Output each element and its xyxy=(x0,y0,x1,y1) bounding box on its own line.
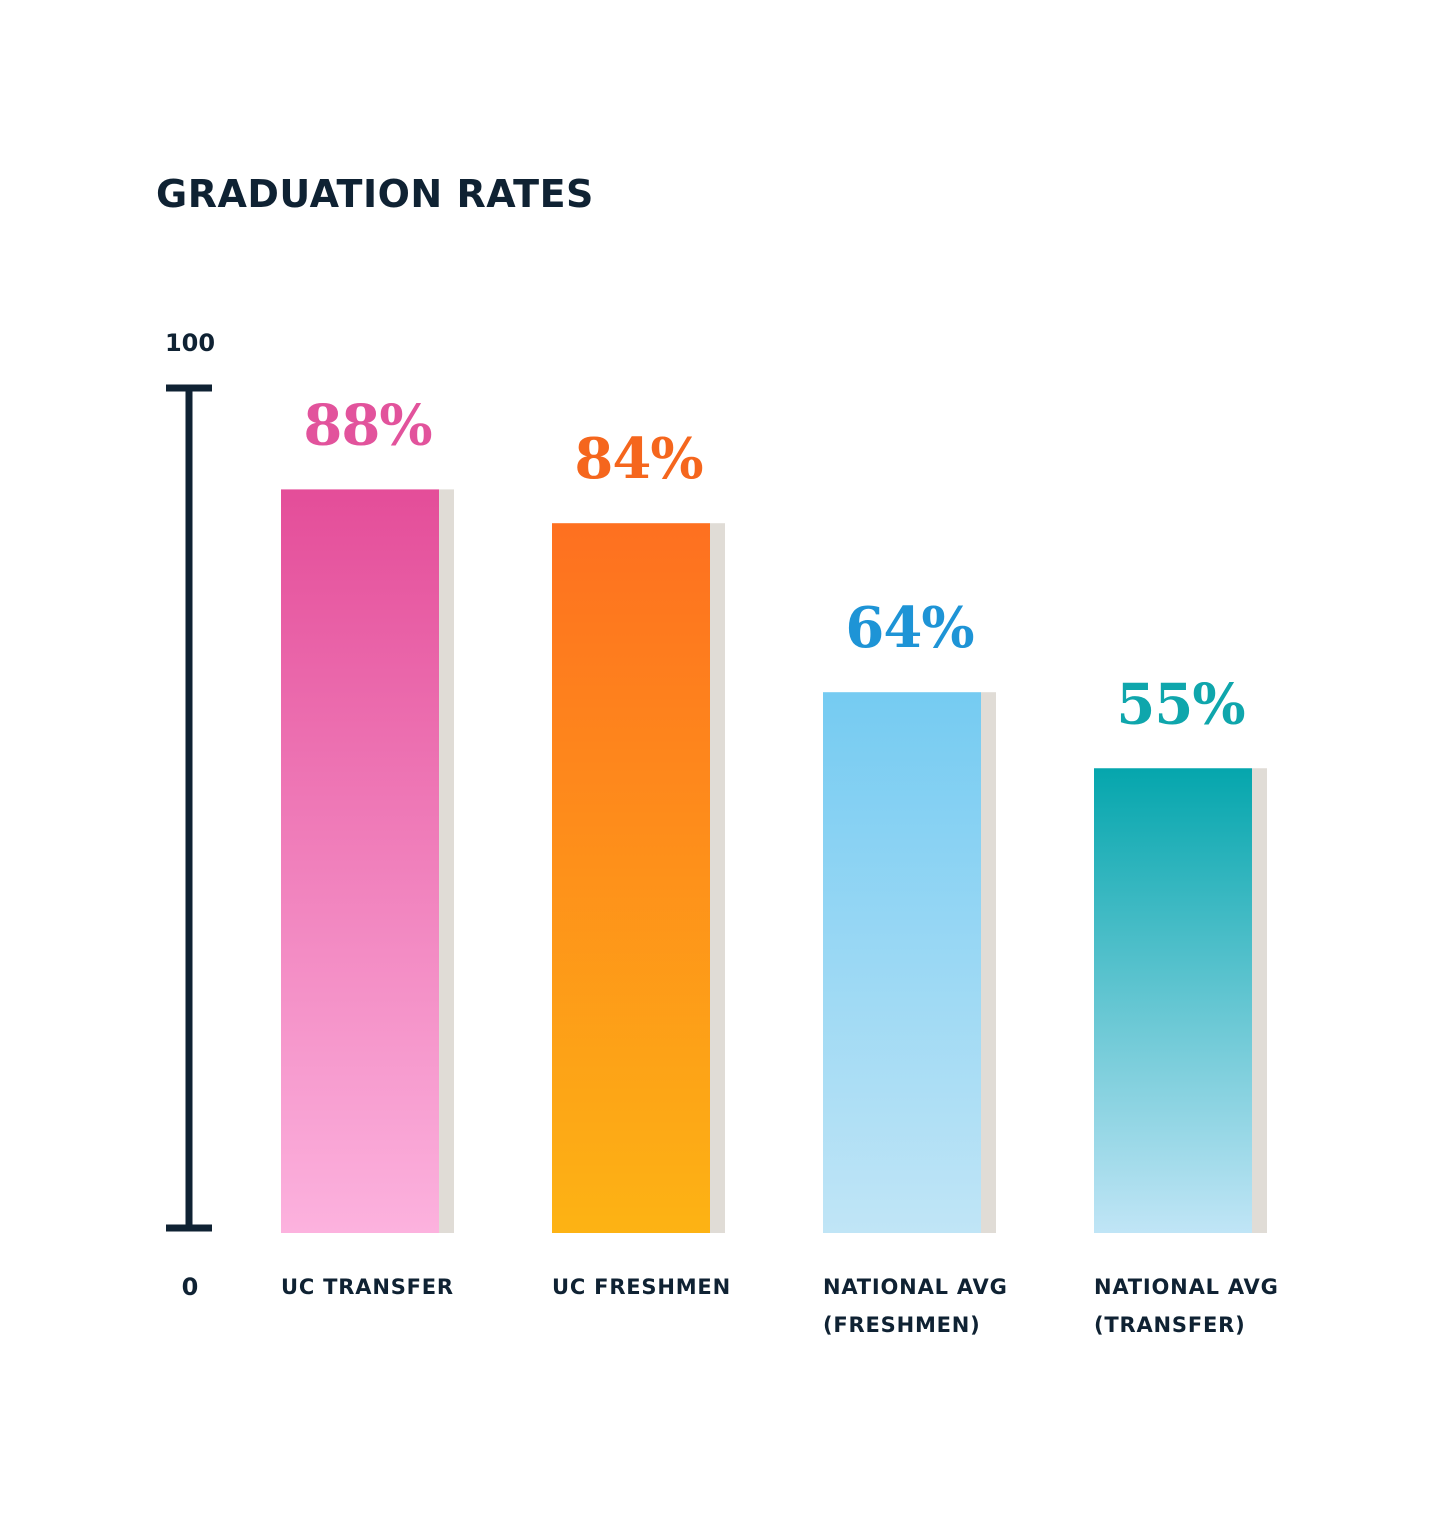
bar-shadow-national-avg-transfer xyxy=(1252,768,1267,1233)
chart-title: GRADUATION RATES xyxy=(156,172,594,216)
category-label-national-avg-freshmen: NATIONAL AVG (FRESHMEN) xyxy=(823,1275,1008,1337)
y-axis-min-label: 0 xyxy=(182,1273,199,1301)
y-axis-max-label: 100 xyxy=(165,329,215,357)
bar-national-avg-transfer xyxy=(1094,768,1252,1233)
bars: 88% UC TRANSFER 84% UC FRESHMEN 64% NATIONAL … xyxy=(281,392,1279,1337)
bar-shadow-uc-transfer xyxy=(439,489,454,1233)
bar-shadow-uc-freshmen xyxy=(710,523,725,1233)
y-axis xyxy=(166,384,212,1232)
bar-uc-freshmen xyxy=(552,523,710,1233)
category-label-uc-freshmen: UC FRESHMEN xyxy=(552,1275,731,1299)
category-label-uc-transfer: UC TRANSFER xyxy=(281,1275,454,1299)
value-label-national-avg-transfer: 55% xyxy=(1116,671,1244,737)
category-label-national-avg-transfer: NATIONAL AVG (TRANSFER) xyxy=(1094,1275,1279,1337)
bar-national-avg-freshmen xyxy=(823,692,981,1233)
value-label-uc-freshmen: 84% xyxy=(574,426,702,492)
value-label-national-avg-freshmen: 64% xyxy=(845,595,973,661)
bar-shadow-national-avg-freshmen xyxy=(981,692,996,1233)
bar-uc-transfer xyxy=(281,489,439,1233)
value-label-uc-transfer: 88% xyxy=(303,392,431,458)
